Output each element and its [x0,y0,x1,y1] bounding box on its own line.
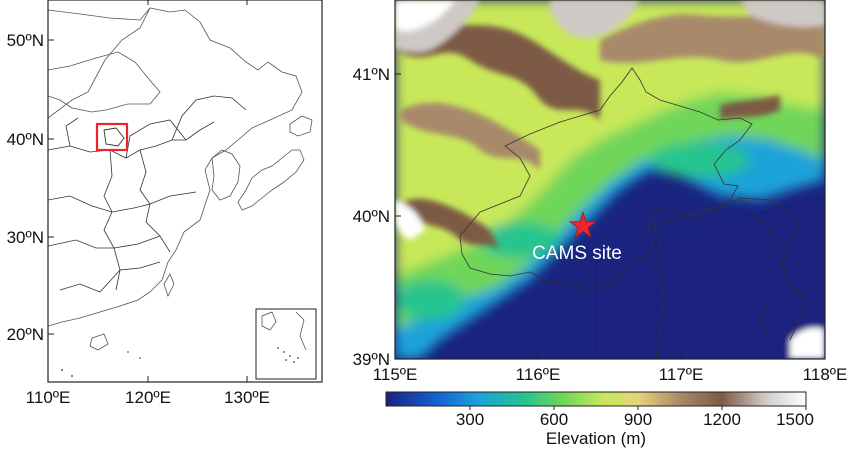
elevation-map-frame [394,0,826,360]
overview-lon-tick-120: 120ºE [125,388,171,407]
overview-lat-tick-20: 20ºN [7,325,44,344]
overview-left-ticks [48,39,54,335]
elevation-colorbar: 300 600 900 1200 1500 Elevation (m) [385,391,814,448]
cams-site-marker [568,211,598,239]
colorbar-tick-1200: 1200 [703,410,741,429]
colorbar-tick-1500: 1500 [776,410,814,429]
beijing-boundary [459,67,753,291]
elevation-lon-tick-115: 115ºE [373,365,418,384]
overview-lat-tick-30: 30ºN [7,228,44,247]
japan-outline [237,149,305,211]
cams-site-label: CAMS site [532,243,622,264]
colorbar-tick-900: 900 [624,410,652,429]
province-borders [48,95,247,293]
beijing-mini-outline [103,127,125,147]
elevation-lon-tick-118: 118ºE [803,365,848,384]
elevation-lat-tick-39: 39ºN [353,350,390,369]
overview-map: 110ºE 120ºE 130ºE 50ºN 40ºN 30ºN 20ºN [7,0,323,407]
overview-map-lines [48,7,313,377]
colorbar-ticks [469,406,807,410]
elevation-terrain [395,0,825,359]
elevation-left-ticks [395,73,401,360]
tianjin-hebei-borders [647,197,807,359]
overview-bottom-ticks [47,376,248,382]
elevation-lat-tick-40: 40ºN [353,207,390,226]
overview-lat-tick-40: 40ºN [7,130,44,149]
overview-top-ticks [147,0,248,5]
overview-lon-tick-130: 130ºE [224,388,270,407]
korea-outline [211,149,241,201]
elevation-bottom-ticks [394,353,826,359]
colorbar-bar [385,391,807,407]
country-outline [48,7,303,327]
colorbar-tick-600: 600 [540,410,568,429]
south-sea-islands [61,351,141,377]
elevation-lon-tick-117: 117ºE [659,365,704,384]
mongolia-border [48,51,161,113]
russia-border [48,7,151,21]
hainan-outline [89,333,109,351]
elevation-map: CAMS site 115ºE 116ºE 117ºE 118ºE 41ºN 4… [353,0,848,384]
overview-map-frame [47,0,323,383]
elevation-lon-tick-116: 116ºE [516,365,561,384]
overview-lon-tick-110: 110ºE [26,388,71,407]
elevation-lat-tick-41: 41ºN [353,65,390,84]
overview-lat-tick-50: 50ºN [7,31,44,50]
south-china-sea-inset [255,308,317,380]
colorbar-tick-300: 300 [456,410,484,429]
study-area-box [95,122,129,152]
taiwan-outline [163,273,175,298]
hokkaido-outline [289,115,313,137]
colorbar-label: Elevation (m) [546,429,646,448]
